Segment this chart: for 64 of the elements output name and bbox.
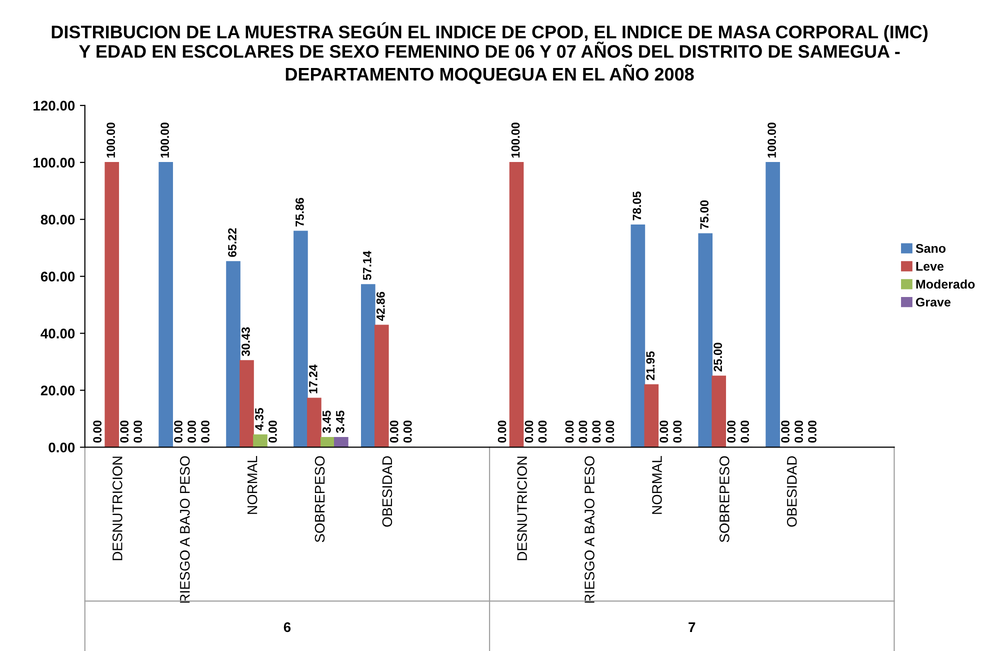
data-label: 17.24: [309, 364, 318, 394]
data-label: 0.00: [120, 420, 129, 443]
text: 6: [284, 622, 291, 632]
data-label: 42.86: [376, 292, 385, 321]
data-label: 75.00: [700, 200, 709, 229]
data-label: 0.00: [660, 420, 668, 443]
y-tick-label: 80.00: [40, 214, 75, 225]
data-label: 0.00: [390, 420, 398, 443]
data-label: 0.00: [673, 420, 682, 443]
data-label: 0.00: [727, 420, 736, 443]
data-label: 100.00: [768, 122, 776, 158]
data-label: 100.00: [106, 122, 116, 158]
data-label: 4.35: [255, 408, 264, 430]
chart-title: DISTRIBUCION DE LA MUESTRA SEGÚN EL INDICE DE CPOD, EL INDICE DE MASA CORPORAL (IMC) Y EDAD EN ESCOLARES DE SEXO FEMENINO DE 06 Y 07 AÑOS DEL DISTRITO DE SAMEGUA - DEPARTAMENTO MOQUEGUA EN EL AÑO 2008: [52, 22, 928, 84]
x-tick-label: DESNUTRICION: [112, 456, 122, 560]
data-label: 75.86: [296, 198, 304, 227]
y-tick-label: 60.00: [40, 272, 75, 282]
data-label: 78.05: [632, 192, 642, 220]
data-label: 25.00: [714, 342, 722, 372]
text: 7: [688, 622, 696, 632]
data-label: 0.00: [524, 420, 534, 443]
x-tick-label: OBESIDAD: [382, 456, 392, 527]
data-label: 3.45: [322, 410, 331, 433]
legend-label: Leve: [916, 262, 944, 271]
data-label: 0.00: [538, 420, 547, 443]
data-label: 0.00: [134, 420, 142, 443]
data-label: 0.00: [498, 420, 506, 443]
data-label: 0.00: [201, 420, 210, 443]
data-label: 100.00: [511, 122, 520, 158]
data-label: 57.14: [363, 250, 372, 280]
y-tick-label: 40.00: [40, 328, 75, 338]
data-label: 0.00: [808, 420, 816, 443]
data-label: 0.00: [794, 420, 803, 443]
x-tick-label: NORMAL: [247, 456, 258, 514]
data-label: 0.00: [606, 420, 614, 443]
x-tick-label: RIESGO A BAJO PESO: [584, 456, 594, 603]
legend-label: Sano: [916, 244, 946, 253]
x-tick-label: SOBREPESO: [314, 456, 325, 542]
x-tick-label: DESNUTRICION: [517, 456, 528, 560]
data-label: 0.00: [740, 420, 750, 443]
x-tick-label: SOBREPESO: [720, 456, 730, 542]
data-label: 65.22: [228, 228, 236, 257]
data-label: 0.00: [781, 420, 790, 443]
data-label: 21.95: [646, 351, 655, 380]
data-label: 0.00: [188, 420, 196, 443]
y-tick-label: 20.00: [40, 386, 75, 396]
data-label: 0.00: [268, 420, 277, 443]
legend-label: Grave: [916, 298, 950, 307]
data-label: 0.00: [565, 420, 574, 443]
y-tick-label: 100.00: [34, 158, 75, 168]
x-tick-label: RIESGO A BAJO PESO: [180, 456, 190, 603]
data-label: 100.00: [160, 122, 169, 158]
data-label: 3.45: [336, 410, 344, 433]
data-label: 0.00: [403, 420, 412, 443]
data-label: 0.00: [578, 420, 588, 443]
x-tick-label: OBESIDAD: [786, 456, 797, 527]
data-label: 0.00: [174, 420, 182, 443]
data-label: 30.43: [242, 327, 250, 356]
y-tick-label: 0.00: [48, 442, 75, 452]
legend-label: Moderado: [916, 279, 975, 289]
data-label: 0.00: [592, 420, 601, 443]
x-tick-label: NORMAL: [652, 456, 662, 514]
data-label: 0.00: [93, 420, 102, 443]
y-tick-label: 120.00: [34, 100, 75, 111]
